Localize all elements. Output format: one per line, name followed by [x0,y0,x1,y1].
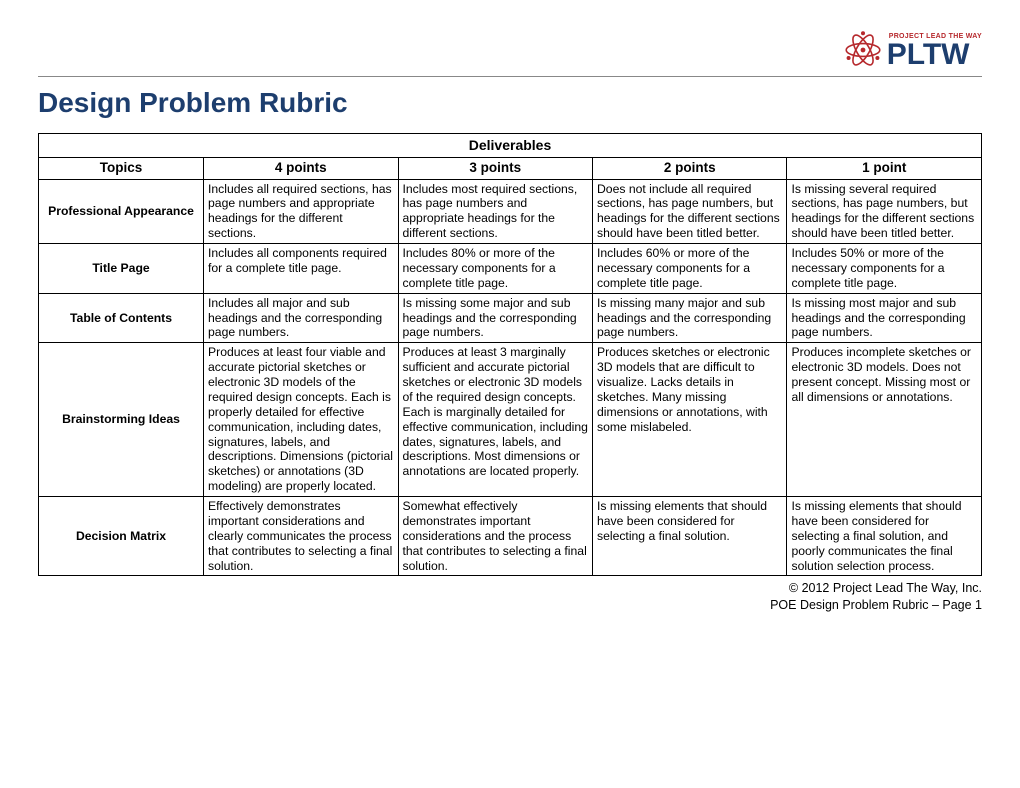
cell-3pts: Includes most required sections, has pag… [398,179,592,244]
section-header: Deliverables [39,134,982,158]
cell-4pts: Produces at least four viable and accura… [204,343,398,497]
table-row: Table of Contents Includes all major and… [39,293,982,343]
pltw-logo: PROJECT LEAD THE WAY PLTW [843,30,982,70]
topic-cell: Professional Appearance [39,179,204,244]
table-row: Title Page Includes all components requi… [39,244,982,294]
col-2points: 2 points [592,158,786,179]
col-3points: 3 points [398,158,592,179]
cell-2pts: Is missing many major and sub headings a… [592,293,786,343]
cell-1pt: Produces incomplete sketches or electron… [787,343,982,497]
col-1point: 1 point [787,158,982,179]
cell-4pts: Includes all required sections, has page… [204,179,398,244]
topic-cell: Table of Contents [39,293,204,343]
topic-cell: Decision Matrix [39,497,204,576]
footer-copyright: © 2012 Project Lead The Way, Inc. [38,580,982,597]
cell-3pts: Is missing some major and sub headings a… [398,293,592,343]
cell-4pts: Includes all major and sub headings and … [204,293,398,343]
header-divider [38,76,982,77]
cell-2pts: Is missing elements that should have bee… [592,497,786,576]
cell-2pts: Produces sketches or electronic 3D model… [592,343,786,497]
cell-3pts: Somewhat effectively demonstrates import… [398,497,592,576]
cell-2pts: Does not include all required sections, … [592,179,786,244]
table-row: Professional Appearance Includes all req… [39,179,982,244]
topic-cell: Brainstorming Ideas [39,343,204,497]
cell-1pt: Includes 50% or more of the necessary co… [787,244,982,294]
cell-2pts: Includes 60% or more of the necessary co… [592,244,786,294]
cell-3pts: Produces at least 3 marginally sufficien… [398,343,592,497]
footer-page-info: POE Design Problem Rubric – Page 1 [38,597,982,614]
table-row: Brainstorming Ideas Produces at least fo… [39,343,982,497]
cell-1pt: Is missing several required sections, ha… [787,179,982,244]
col-topics: Topics [39,158,204,179]
rubric-table: Deliverables Topics 4 points 3 points 2 … [38,133,982,576]
cell-1pt: Is missing elements that should have bee… [787,497,982,576]
logo-main: PLTW [887,41,970,68]
cell-4pts: Includes all components required for a c… [204,244,398,294]
topic-cell: Title Page [39,244,204,294]
cell-3pts: Includes 80% or more of the necessary co… [398,244,592,294]
atom-icon [843,30,883,70]
table-row: Decision Matrix Effectively demonstrates… [39,497,982,576]
col-4points: 4 points [204,158,398,179]
header: PROJECT LEAD THE WAY PLTW [38,30,982,76]
footer: © 2012 Project Lead The Way, Inc. POE De… [38,580,982,614]
cell-4pts: Effectively demonstrates important consi… [204,497,398,576]
cell-1pt: Is missing most major and sub headings a… [787,293,982,343]
page-title: Design Problem Rubric [38,87,982,119]
logo-text: PROJECT LEAD THE WAY PLTW [887,33,982,68]
